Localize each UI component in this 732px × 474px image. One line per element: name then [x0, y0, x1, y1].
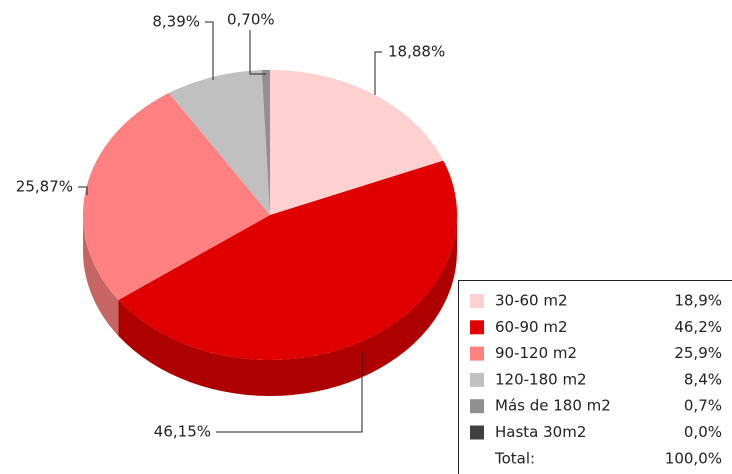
leader-line	[249, 30, 266, 75]
slice-side	[83, 215, 119, 336]
legend-swatch	[470, 346, 484, 361]
data-label: 46,15%	[154, 423, 211, 441]
total-value: 100,0%	[665, 449, 722, 467]
total-label: Total:	[494, 449, 535, 467]
data-label: 25,87%	[16, 178, 73, 196]
legend-swatch	[470, 294, 484, 308]
legend-label: 120-180 m2	[495, 370, 587, 388]
legend-label: Hasta 30m2	[495, 423, 586, 441]
legend-swatch	[470, 372, 484, 387]
legend-value: 0,0%	[684, 423, 722, 441]
legend-label: 90-120 m2	[495, 344, 577, 362]
legend-label: 30-60 m2	[495, 292, 568, 310]
legend-swatch	[470, 399, 484, 414]
legend-value: 46,2%	[674, 318, 722, 336]
data-label: 8,39%	[152, 13, 200, 31]
data-label: 0,70%	[227, 11, 275, 29]
slice-side	[118, 215, 457, 396]
leader-line	[78, 186, 88, 195]
slice	[168, 70, 270, 215]
legend-swatch	[470, 320, 484, 335]
leader-line	[374, 51, 382, 95]
leader-line	[205, 21, 214, 80]
legend-value: 18,9%	[674, 292, 722, 310]
legend-value: 0,7%	[684, 397, 722, 415]
legend-label: 60-90 m2	[495, 318, 568, 336]
slice	[270, 70, 444, 215]
leader-line	[216, 352, 363, 433]
legend-value: 8,4%	[684, 370, 722, 388]
slice	[83, 93, 270, 300]
data-label: 18,88%	[388, 43, 445, 61]
legend-swatch	[470, 425, 484, 440]
legend-value: 25,9%	[674, 344, 722, 362]
slice	[261, 70, 270, 215]
legend-label: Más de 180 m2	[495, 397, 611, 415]
legend-box	[458, 280, 732, 474]
slice	[118, 160, 457, 360]
